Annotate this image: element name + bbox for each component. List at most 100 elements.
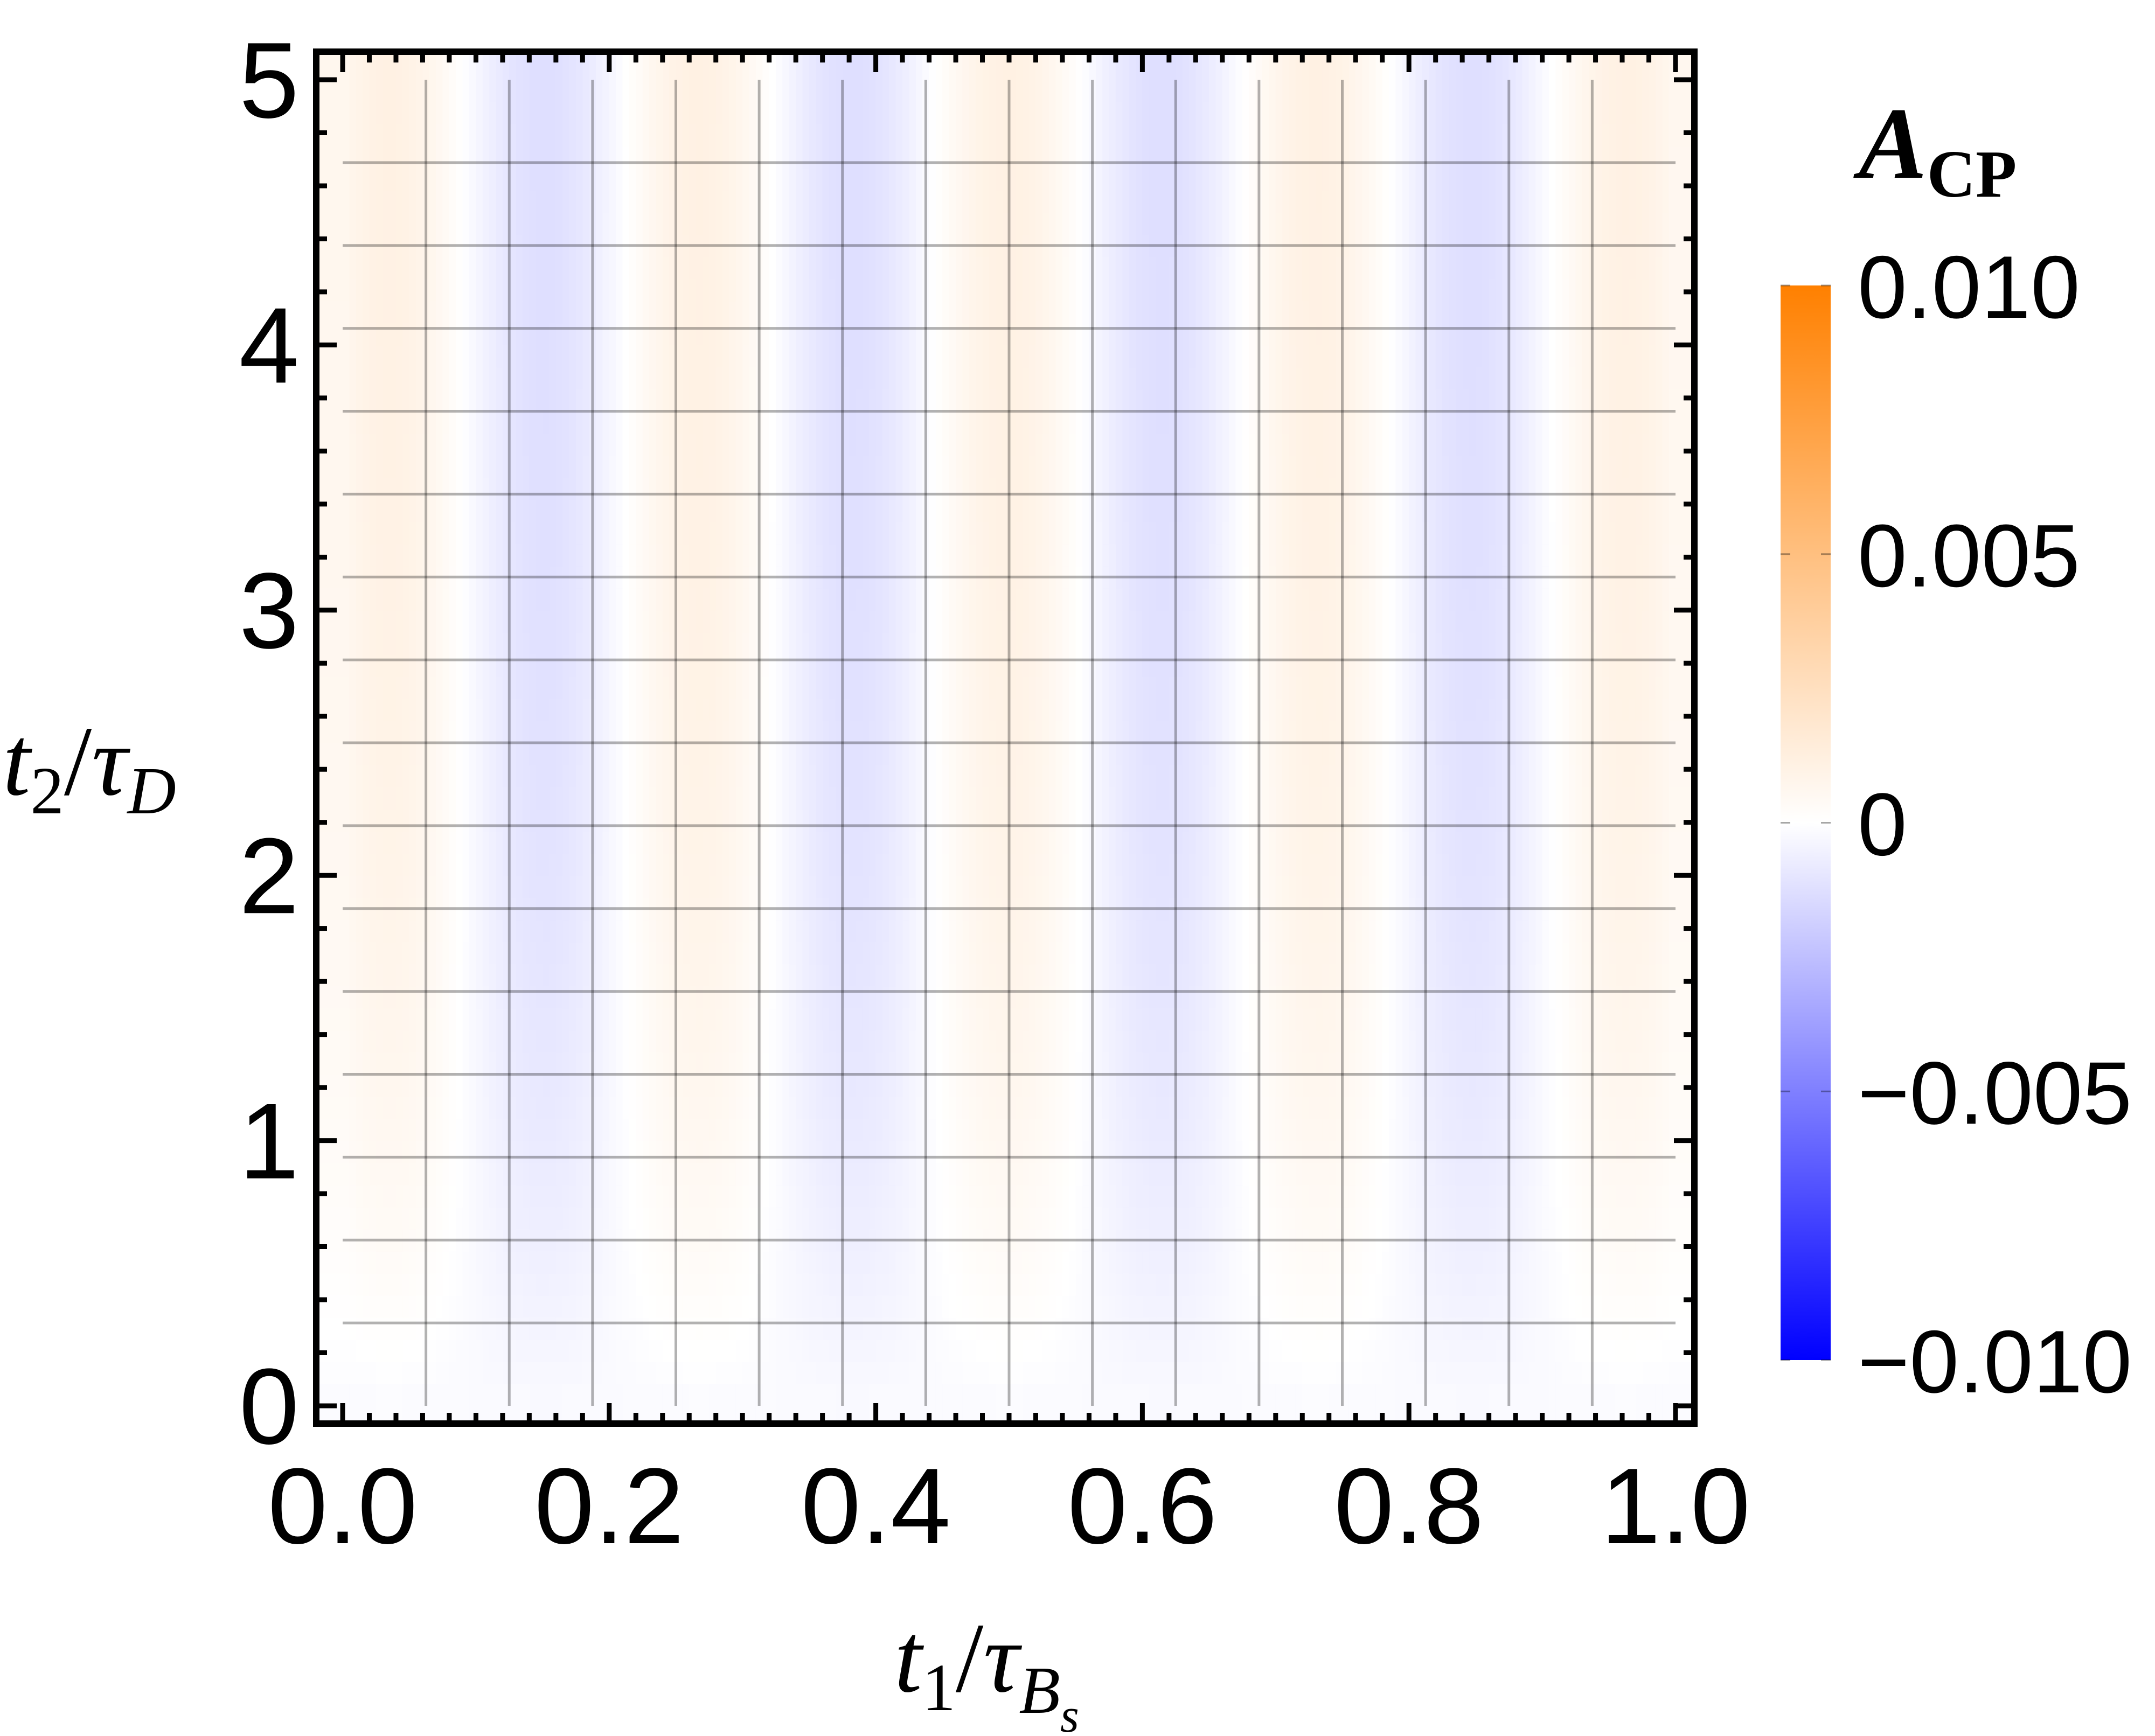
heatmap-cell (1229, 853, 1236, 876)
heatmap-cell (562, 1074, 570, 1097)
heatmap-cell (1055, 986, 1063, 1009)
heatmap-cell (849, 853, 857, 876)
heatmap-cell (629, 1074, 637, 1097)
heatmap-cell (1142, 1052, 1150, 1075)
heatmap-cell (1209, 853, 1216, 876)
heatmap-cell (1409, 1030, 1416, 1053)
heatmap-cell (1202, 1295, 1210, 1318)
heatmap-cell (1528, 1140, 1537, 1163)
heatmap-cell (356, 1295, 364, 1318)
heatmap-cell (1622, 942, 1630, 965)
heatmap-cell (1435, 853, 1443, 876)
heatmap-cell (862, 1008, 870, 1031)
heatmap-cell (1489, 1317, 1496, 1340)
heatmap-cell (942, 1140, 950, 1163)
heatmap-cell (1489, 1096, 1496, 1119)
heatmap-cell (1309, 942, 1316, 965)
heatmap-cell (1049, 1207, 1056, 1230)
heatmap-cell (1669, 942, 1694, 965)
heatmap-cell (476, 1162, 483, 1186)
heatmap-cell (1289, 1140, 1296, 1163)
heatmap-cell (1242, 1074, 1250, 1097)
heatmap-cell (1589, 1295, 1596, 1318)
heatmap-cell (1462, 875, 1470, 898)
heatmap-cell (429, 1052, 437, 1075)
heatmap-cell (989, 1251, 997, 1274)
heatmap-cell (849, 1052, 857, 1075)
heatmap-cell (1235, 1207, 1243, 1230)
heatmap-cell (869, 1361, 877, 1384)
heatmap-cell (1348, 1339, 1357, 1362)
heatmap-cell (1249, 1162, 1256, 1186)
heatmap-cell (929, 1096, 936, 1119)
heatmap-cell (416, 942, 423, 965)
heatmap-cell (862, 942, 870, 965)
heatmap-cell (1615, 1295, 1623, 1318)
heatmap-cell (889, 1184, 896, 1208)
heatmap-cell (555, 1339, 564, 1362)
heatmap-cell (642, 1052, 650, 1075)
heatmap-cell (1109, 1008, 1116, 1031)
heatmap-cell (1475, 1184, 1483, 1208)
heatmap-cell (989, 853, 997, 876)
heatmap-cell (1429, 1162, 1436, 1186)
heatmap-cell (489, 1096, 497, 1119)
heatmap-cell (1309, 875, 1316, 898)
heatmap-cell (875, 1229, 883, 1252)
heatmap-cell (742, 1184, 750, 1208)
heatmap-cell (909, 1052, 916, 1075)
heatmap-cell (869, 1207, 877, 1230)
heatmap-cell (536, 875, 544, 898)
heatmap-cell (1215, 1008, 1223, 1031)
heatmap-cell (569, 1162, 576, 1186)
heatmap-cell (529, 1074, 537, 1097)
heatmap-cell (416, 1184, 423, 1208)
heatmap-cell (703, 1339, 710, 1362)
heatmap-cell (915, 1339, 923, 1362)
heatmap-cell (1649, 919, 1656, 943)
heatmap-cell (1435, 1118, 1443, 1141)
heatmap-cell (729, 875, 736, 898)
heatmap-cell (1409, 1140, 1416, 1163)
heatmap-cell (742, 1339, 750, 1362)
heatmap-cell (1016, 1118, 1023, 1141)
heatmap-cell (1535, 986, 1543, 1009)
heatmap-cell (402, 1140, 410, 1163)
heatmap-cell (416, 1295, 423, 1318)
heatmap-cell (796, 986, 803, 1009)
heatmap-cell (902, 1052, 910, 1075)
heatmap-cell (1322, 964, 1330, 987)
heatmap-cell (836, 1273, 843, 1296)
heatmap-cell (1442, 1184, 1450, 1208)
heatmap-cell (482, 1118, 490, 1141)
heatmap-cell (1142, 1162, 1150, 1186)
heatmap-cell (869, 919, 877, 943)
heatmap-cell (1222, 1052, 1230, 1075)
heatmap-cell (469, 942, 477, 965)
heatmap-cell (949, 1074, 957, 1097)
heatmap-cell (476, 875, 483, 898)
heatmap-cell (562, 986, 570, 1009)
heatmap-cell (776, 1207, 783, 1230)
heatmap-cell (1642, 1317, 1650, 1340)
heatmap-cell (1195, 1273, 1203, 1296)
heatmap-cell (915, 1273, 923, 1296)
heatmap-cell (376, 1074, 384, 1097)
heatmap-cell (496, 1317, 503, 1340)
heatmap-cell (822, 1052, 830, 1075)
heatmap-cell (1502, 1140, 1510, 1163)
heatmap-cell (1429, 919, 1436, 943)
heatmap-cell (496, 1339, 503, 1362)
heatmap-cell (735, 1251, 743, 1274)
heatmap-cell (576, 964, 583, 987)
heatmap-cell (1035, 1074, 1043, 1097)
heatmap-cell (689, 875, 697, 898)
heatmap-cell (742, 1207, 750, 1230)
heatmap-cell (729, 1074, 736, 1097)
heatmap-cell (369, 1052, 377, 1075)
heatmap-cell (1602, 1008, 1610, 1031)
heatmap-cell (1129, 1339, 1137, 1362)
heatmap-cell (1136, 1184, 1143, 1208)
heatmap-cell (749, 919, 756, 943)
heatmap-cell (1395, 1295, 1403, 1318)
